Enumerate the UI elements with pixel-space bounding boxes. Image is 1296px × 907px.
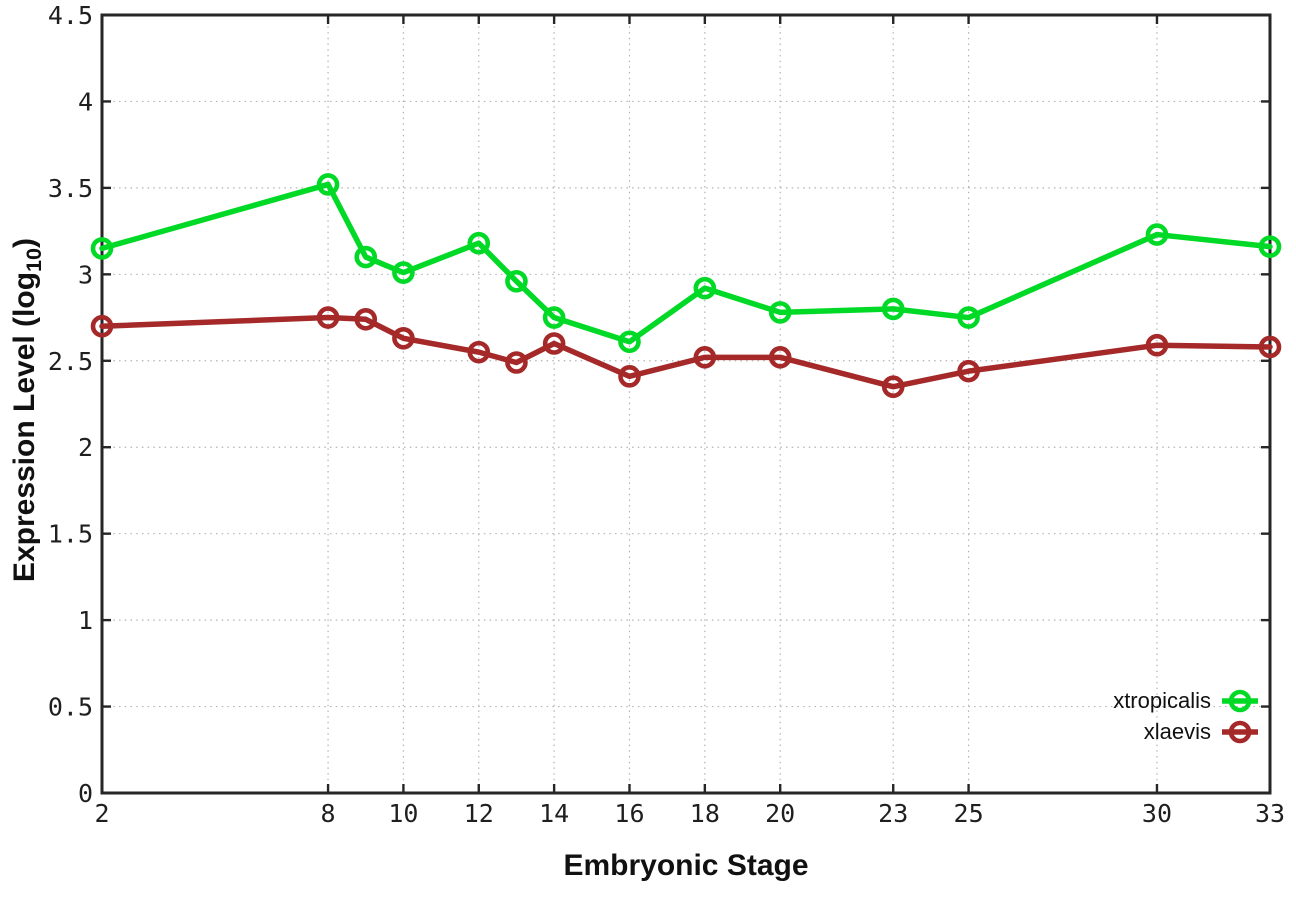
x-axis-title: Embryonic Stage: [563, 849, 809, 882]
y-axis-title: Expression Level (log10): [4, 170, 46, 650]
y-tick-label: 3: [78, 260, 93, 289]
data-point-xlaevis: [1145, 333, 1169, 357]
x-tick-label: 12: [464, 799, 494, 828]
x-tick-label: 18: [690, 799, 720, 828]
x-tick-label: 2: [94, 799, 109, 828]
x-tick-label: 8: [321, 799, 336, 828]
x-tick-label: 10: [388, 799, 418, 828]
data-point-xlaevis: [90, 314, 114, 338]
data-point-xtropicalis: [354, 245, 378, 269]
data-point-xlaevis: [316, 306, 340, 329]
data-point-xtropicalis: [1145, 223, 1169, 246]
x-tick-label: 25: [954, 799, 984, 828]
y-tick-label: 0.5: [48, 693, 93, 722]
legend-item-xlaevis: xlaevis: [1144, 716, 1258, 747]
y-tick-label: 2: [78, 433, 93, 462]
data-point-xlaevis: [693, 346, 717, 369]
data-point-xlaevis: [618, 365, 641, 388]
y-tick-label: 1: [78, 606, 93, 635]
data-point-xlaevis: [392, 327, 415, 350]
plot-border: [100, 13, 1272, 795]
data-point-xtropicalis: [618, 330, 641, 354]
data-point-xlaevis: [957, 359, 980, 383]
y-axis-title-suffix: ): [8, 237, 41, 248]
y-tick-label: 0: [78, 779, 93, 808]
data-point-xlaevis: [1258, 335, 1282, 359]
y-axis-title-subscript: 10: [21, 247, 46, 272]
data-point-xtropicalis: [467, 231, 491, 255]
data-point-xlaevis: [542, 332, 566, 355]
data-point-xtropicalis: [693, 276, 717, 300]
line-marker-icon: [1222, 720, 1258, 743]
y-tick-label: 2.5: [48, 347, 93, 376]
x-tick-label: 33: [1255, 799, 1285, 828]
data-point-xtropicalis: [957, 306, 980, 329]
y-tick-label: 1.5: [48, 520, 93, 549]
y-tick-label: 4: [78, 87, 93, 116]
x-tick-label: 30: [1142, 799, 1172, 828]
legend-label-xlaevis: xlaevis: [1143, 719, 1211, 744]
data-point-xtropicalis: [1258, 235, 1282, 258]
line-marker-icon: [1222, 689, 1258, 712]
data-point-xlaevis: [505, 351, 528, 374]
data-point-xtropicalis: [90, 237, 114, 260]
y-tick-label: 3.5: [48, 174, 93, 203]
x-tick-label: 23: [878, 799, 908, 828]
legend-label-xtropicalis: xtropicalis: [1113, 688, 1211, 713]
data-point-xlaevis: [768, 346, 792, 369]
series-line-xlaevis: [99, 314, 1273, 390]
data-point-xlaevis: [354, 307, 378, 331]
y-axis-title-text: Expression Level (log: [8, 271, 41, 583]
data-point-xtropicalis: [881, 297, 905, 321]
x-tick-label: 16: [614, 799, 644, 828]
data-point-xtropicalis: [392, 261, 415, 284]
x-tick-label: 14: [539, 799, 569, 828]
data-point-xtropicalis: [316, 173, 340, 196]
data-point-xlaevis: [467, 340, 491, 364]
legend: xtropicalis xlaevis: [1113, 685, 1258, 747]
data-point-xtropicalis: [542, 306, 566, 329]
x-tick-label: 20: [765, 799, 795, 828]
data-point-xlaevis: [881, 375, 905, 399]
y-tick-label: 4.5: [48, 1, 93, 30]
data-point-xtropicalis: [768, 301, 792, 324]
data-point-xtropicalis: [505, 269, 528, 293]
legend-item-xtropicalis: xtropicalis: [1113, 685, 1258, 716]
